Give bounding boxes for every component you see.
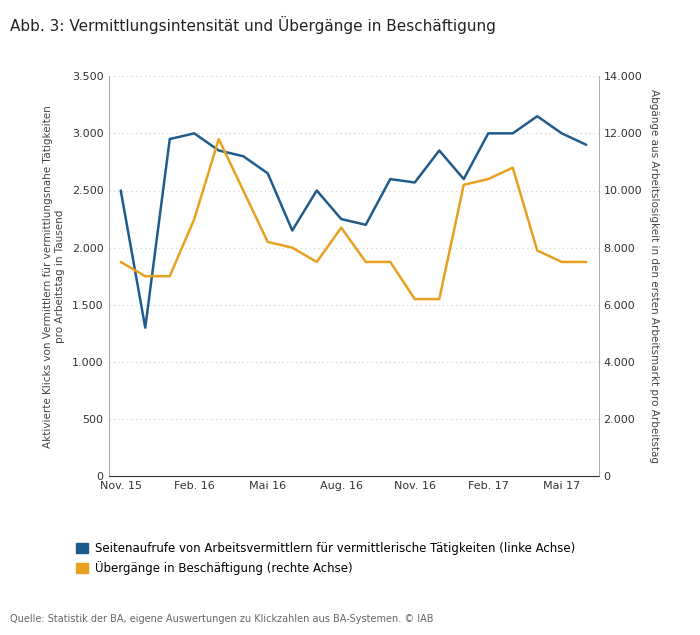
- Legend: Seitenaufrufe von Arbeitsvermittlern für vermittlerische Tätigkeiten (linke Achs: Seitenaufrufe von Arbeitsvermittlern für…: [76, 542, 575, 575]
- Y-axis label: Aktivierte Klicks von Vermittlern für vermittlungsnahe Tätigkeiten
pro Arbeitsta: Aktivierte Klicks von Vermittlern für ve…: [43, 105, 65, 448]
- Text: Quelle: Statistik der BA, eigene Auswertungen zu Klickzahlen aus BA-Systemen. © : Quelle: Statistik der BA, eigene Auswert…: [10, 613, 434, 624]
- Y-axis label: Abgänge aus Arbeitslosigkeit in den ersten Arbeitsmarkt pro Arbeitstag: Abgänge aus Arbeitslosigkeit in den erst…: [649, 90, 659, 463]
- Text: Abb. 3: Vermittlungsintensität und Übergänge in Beschäftigung: Abb. 3: Vermittlungsintensität und Überg…: [10, 16, 496, 34]
